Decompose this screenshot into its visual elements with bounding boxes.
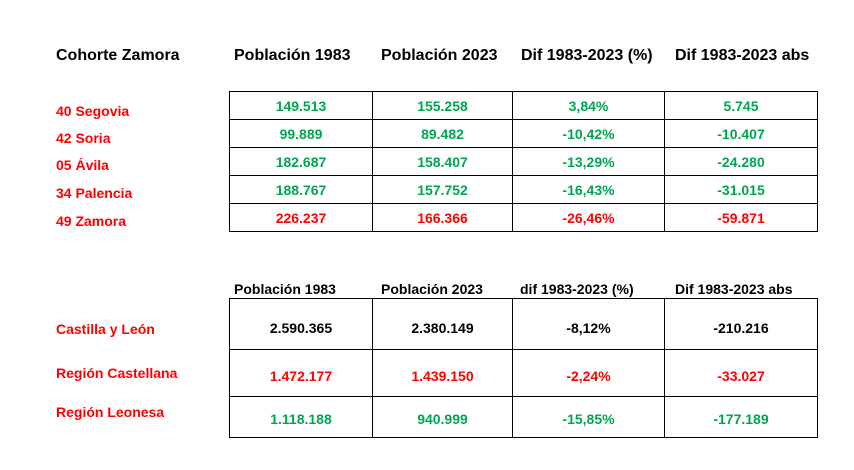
t1-row-label: 05 Ávila (56, 157, 109, 173)
table-cell: -59.871 (664, 203, 818, 232)
t1-header-pop1983: Población 1983 (234, 47, 351, 64)
table-row: 149.513 155.258 3,84% 5.745 (229, 91, 818, 120)
t1-row-label: 42 Soria (56, 130, 111, 146)
table-row: 1.472.177 1.439.150 -2,24% -33.027 (229, 349, 818, 397)
table-cell: -31.015 (664, 175, 818, 204)
table-cell: -15,85% (512, 396, 665, 438)
table-cell: 182.687 (229, 147, 373, 176)
table-cell: -10.407 (664, 119, 818, 148)
table-row: 182.687 158.407 -13,29% -24.280 (229, 147, 818, 176)
t1-row-label: 40 Segovia (56, 103, 130, 119)
t2-row-label: Región Leonesa (56, 404, 165, 420)
t1-header-dif-pct: Dif 1983-2023 (%) (521, 47, 653, 64)
corner-label: Cohorte Zamora (56, 47, 180, 64)
cohort-table: 149.513 155.258 3,84% 5.745 99.889 89.48… (229, 91, 818, 232)
table-cell: 940.999 (372, 396, 513, 438)
table-cell: 99.889 (229, 119, 373, 148)
table-row: 99.889 89.482 -10,42% -10.407 (229, 119, 818, 148)
table-cell: -10,42% (512, 119, 665, 148)
t2-row-label: Región Castellana (56, 365, 178, 381)
table-cell: -16,43% (512, 175, 665, 204)
t2-header-pop2023: Población 2023 (381, 281, 483, 297)
table-cell: -33.027 (664, 349, 818, 397)
table-cell: -2,24% (512, 349, 665, 397)
table-cell: 188.767 (229, 175, 373, 204)
table-row: 1.118.188 940.999 -15,85% -177.189 (229, 396, 818, 438)
table-cell: 1.118.188 (229, 396, 373, 438)
table-cell: 3,84% (512, 91, 665, 120)
table-cell: 166.366 (372, 203, 513, 232)
table-cell: -210.216 (664, 298, 818, 350)
table-cell: -177.189 (664, 396, 818, 438)
table-cell: 155.258 (372, 91, 513, 120)
region-table: 2.590.365 2.380.149 -8,12% -210.216 1.47… (229, 298, 818, 438)
t1-row-label: 34 Palencia (56, 185, 133, 201)
table-cell: 1.439.150 (372, 349, 513, 397)
table-row: 188.767 157.752 -16,43% -31.015 (229, 175, 818, 204)
t2-row-label: Castilla y León (56, 321, 155, 337)
table-cell: 149.513 (229, 91, 373, 120)
t1-row-label: 49 Zamora (56, 213, 127, 229)
table-cell: 226.237 (229, 203, 373, 232)
table-cell: 157.752 (372, 175, 513, 204)
table-cell: 2.590.365 (229, 298, 373, 350)
t2-header-dif-abs: Dif 1983-2023 abs (675, 281, 793, 297)
table-cell: 1.472.177 (229, 349, 373, 397)
table-cell: 89.482 (372, 119, 513, 148)
t2-header-dif-pct: dif 1983-2023 (%) (520, 281, 634, 297)
table-cell: 158.407 (372, 147, 513, 176)
table-cell: -13,29% (512, 147, 665, 176)
table-cell: 5.745 (664, 91, 818, 120)
table-cell: -24.280 (664, 147, 818, 176)
table-cell: -8,12% (512, 298, 665, 350)
t1-header-dif-abs: Dif 1983-2023 abs (675, 47, 810, 64)
table-cell: -26,46% (512, 203, 665, 232)
t1-header-pop2023: Población 2023 (381, 47, 498, 64)
table-row: 226.237 166.366 -26,46% -59.871 (229, 203, 818, 232)
table-row: 2.590.365 2.380.149 -8,12% -210.216 (229, 298, 818, 350)
table-cell: 2.380.149 (372, 298, 513, 350)
t2-header-pop1983: Población 1983 (234, 281, 336, 297)
